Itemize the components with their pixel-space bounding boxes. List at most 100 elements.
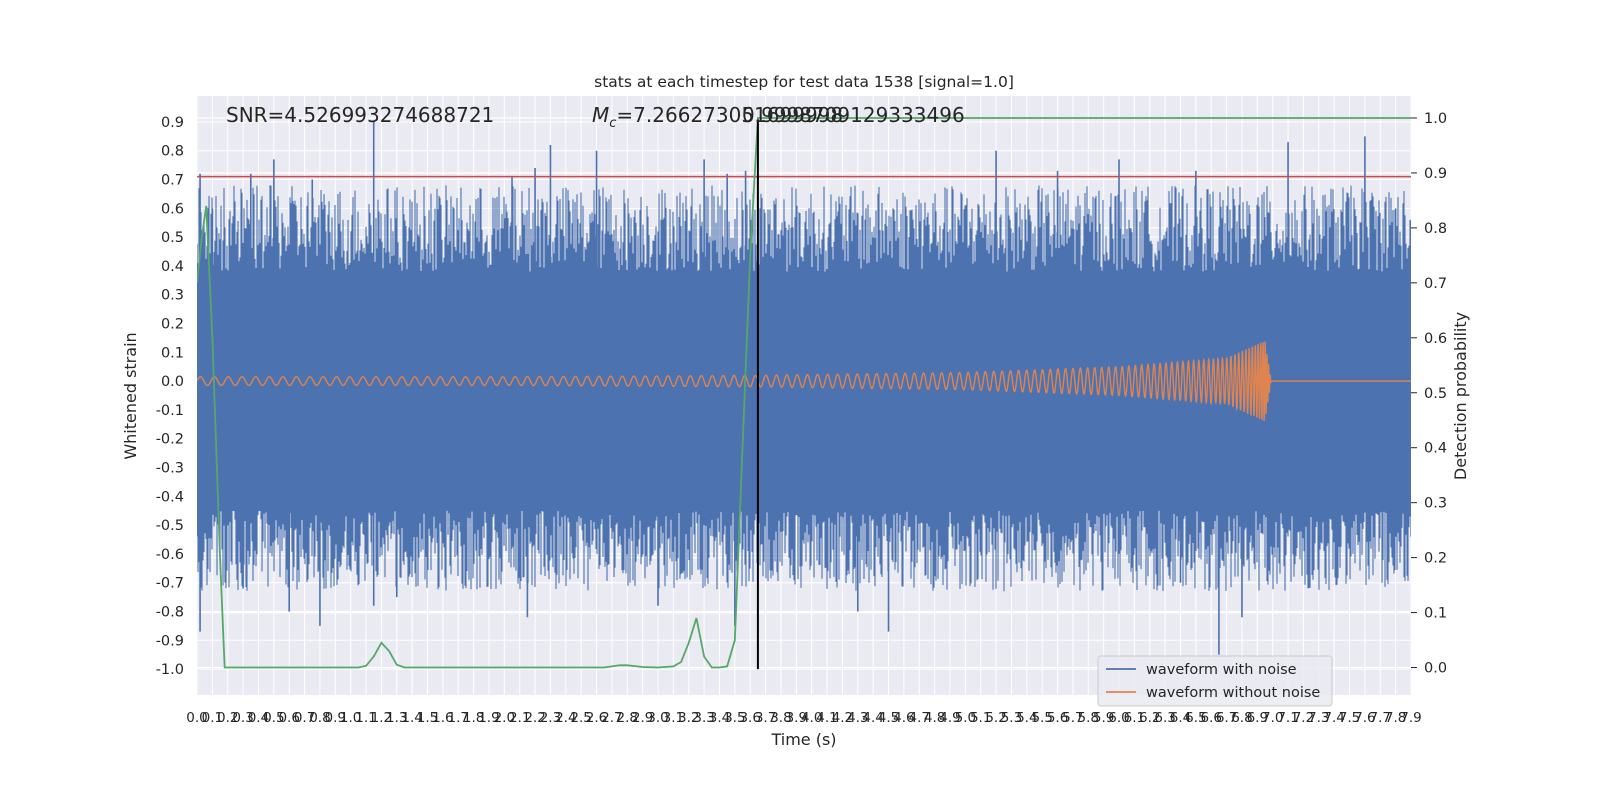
x-tick-label: 0.2 <box>217 710 238 726</box>
x-tick-label: 4.0 <box>801 710 822 726</box>
x-tick-label: 2.3 <box>540 710 561 726</box>
x-tick-label: 3.2 <box>678 710 699 726</box>
x-tick-label: 3.7 <box>755 710 776 726</box>
x-tick-label: 7.6 <box>1354 710 1375 726</box>
x-tick-label: 3.0 <box>647 710 668 726</box>
x-tick-label: 2.9 <box>632 710 653 726</box>
x-tick-label: 1.3 <box>386 710 407 726</box>
x-tick-label: 0.9 <box>325 710 346 726</box>
x-tick-label: 4.5 <box>878 710 899 726</box>
legend-label-noisy: waveform with noise <box>1146 662 1297 678</box>
x-tick-label: 5.0 <box>955 710 976 726</box>
y-left-tick-label: 0.7 <box>161 173 184 189</box>
y-axis-left-label: Whitened strain <box>121 332 140 459</box>
x-tick-label: 6.7 <box>1216 710 1237 726</box>
x-tick-label: 6.4 <box>1170 710 1191 726</box>
x-tick-label: 4.4 <box>862 710 883 726</box>
y-right-tick-label: 1.0 <box>1424 111 1447 127</box>
x-tick-label: 6.6 <box>1200 710 1221 726</box>
series-waveform-with-noise <box>197 121 1411 655</box>
y-left-tick-labels: 0.9 0.8 0.7 0.6 0.5 0.4 0.3 0.2 0.1 0.0 -0.1 -0.2 -0… <box>156 115 184 678</box>
x-tick-label: 6.3 <box>1154 710 1175 726</box>
y-axis-right-label: Detection probability <box>1451 312 1470 480</box>
y-left-tick-label: -0.4 <box>156 489 184 505</box>
y-left-tick-label: 0.9 <box>161 115 184 131</box>
x-tick-label: 0.5 <box>263 710 284 726</box>
x-tick-label: 0.0 <box>186 710 207 726</box>
detection-probability-annotation: 0.9998709129333496 <box>742 103 965 127</box>
x-tick-label: 5.7 <box>1062 710 1083 726</box>
x-tick-label: 1.5 <box>417 710 438 726</box>
y-left-tick-label: -0.6 <box>156 547 184 563</box>
x-tick-label: 3.6 <box>739 710 760 726</box>
x-tick-label: 3.5 <box>724 710 745 726</box>
x-tick-label: 4.9 <box>939 710 960 726</box>
x-tick-label: 4.2 <box>832 710 853 726</box>
x-tick-label: 7.4 <box>1323 710 1344 726</box>
series-detection-probability <box>197 117 1411 669</box>
x-tick-label: 6.5 <box>1185 710 1206 726</box>
x-tick-label: 6.8 <box>1231 710 1252 726</box>
x-tick-label: 7.1 <box>1277 710 1298 726</box>
x-tick-label: 2.5 <box>570 710 591 726</box>
y-left-tick-label: 0.1 <box>161 345 184 361</box>
x-tick-label: 7.9 <box>1400 710 1421 726</box>
y-right-tick-label: 0.2 <box>1424 551 1447 567</box>
x-tick-label: 5.9 <box>1093 710 1114 726</box>
x-tick-label: 5.1 <box>970 710 991 726</box>
y-left-tick-label: 0.3 <box>161 288 184 304</box>
x-tick-label: 6.0 <box>1108 710 1129 726</box>
x-tick-label: 4.6 <box>893 710 914 726</box>
snr-annotation: SNR=4.526993274688721 <box>226 103 494 127</box>
y-right-tick-label: 0.9 <box>1424 166 1447 182</box>
x-tick-label: 4.7 <box>909 710 930 726</box>
x-tick-label: 5.4 <box>1016 710 1037 726</box>
x-tick-label: 7.3 <box>1308 710 1329 726</box>
y-right-tick-label: 0.1 <box>1424 606 1447 622</box>
x-tick-label: 6.9 <box>1247 710 1268 726</box>
x-tick-label: 1.8 <box>463 710 484 726</box>
x-tick-label: 4.8 <box>924 710 945 726</box>
x-tick-label: 0.1 <box>202 710 223 726</box>
x-tick-label: 6.2 <box>1139 710 1160 726</box>
x-tick-label: 2.1 <box>509 710 530 726</box>
y-left-tick-label: -0.2 <box>156 432 184 448</box>
legend-label-clean: waveform without noise <box>1146 685 1320 701</box>
x-tick-label: 5.8 <box>1078 710 1099 726</box>
chirp-mass-annotation: Mc=7.266273051699998 <box>592 103 843 131</box>
x-tick-label: 7.2 <box>1293 710 1314 726</box>
x-axis-label: Time (s) <box>770 730 836 749</box>
x-tick-label: 2.4 <box>555 710 576 726</box>
y-right-tick-label: 0.0 <box>1424 661 1447 677</box>
x-tick-label: 7.5 <box>1339 710 1360 726</box>
y-left-tick-label: 0.5 <box>161 230 184 246</box>
x-tick-label: 1.2 <box>371 710 392 726</box>
x-tick-label: 1.0 <box>340 710 361 726</box>
legend-box <box>1097 655 1333 707</box>
x-tick-label: 5.3 <box>1001 710 1022 726</box>
x-tick-label: 7.0 <box>1262 710 1283 726</box>
x-tick-label: 4.1 <box>816 710 837 726</box>
y-left-tick-label: 0.4 <box>161 259 184 275</box>
x-tick-label: 0.3 <box>232 710 253 726</box>
x-tick-label: 1.7 <box>447 710 468 726</box>
x-tick-label: 0.7 <box>294 710 315 726</box>
x-tick-label: 3.3 <box>693 710 714 726</box>
chirp-mass-subscript: c <box>609 116 616 131</box>
x-tick-label: 3.4 <box>709 710 730 726</box>
legend: waveform with noise waveform without noi… <box>1097 655 1333 707</box>
y-left-tick-label: -1.0 <box>156 662 184 678</box>
x-tick-label: 7.7 <box>1370 710 1391 726</box>
x-tick-label: 5.2 <box>985 710 1006 726</box>
x-tick-label: 1.9 <box>478 710 499 726</box>
x-tick-label: 5.6 <box>1047 710 1068 726</box>
y-right-tick-label: 0.7 <box>1424 276 1447 292</box>
y-left-tick-label: 0.8 <box>161 144 184 160</box>
y-left-tick-label: -0.8 <box>156 604 184 620</box>
x-tick-label: 2.8 <box>617 710 638 726</box>
y-left-tick-label: -0.9 <box>156 633 184 649</box>
x-tick-label: 1.1 <box>355 710 376 726</box>
y-right-tick-label: 0.4 <box>1424 441 1447 457</box>
y-left-tick-label: 0.0 <box>161 374 184 390</box>
